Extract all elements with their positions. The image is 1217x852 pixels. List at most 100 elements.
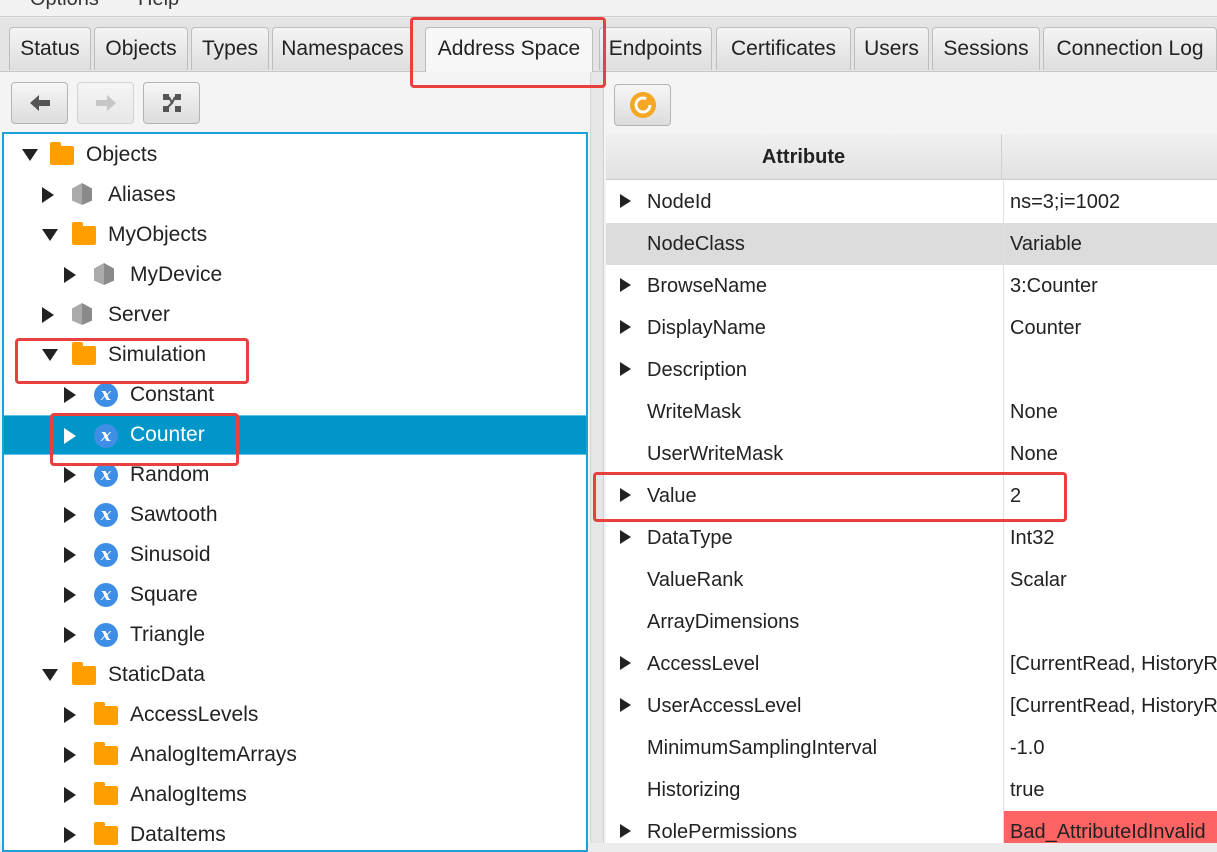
- tab-certificates[interactable]: Certificates: [716, 27, 851, 70]
- expand-arrow-icon[interactable]: [620, 530, 631, 544]
- tree-item-analogitemarrays[interactable]: AnalogItemArrays: [4, 735, 586, 775]
- tree-item-objects[interactable]: Objects: [4, 135, 586, 175]
- collapse-arrow-icon[interactable]: [42, 349, 58, 361]
- tree-item-simulation[interactable]: Simulation: [4, 335, 586, 375]
- tab-users[interactable]: Users: [854, 27, 929, 70]
- attribute-row-browsename[interactable]: BrowseName 3:Counter: [606, 265, 1217, 307]
- expand-arrow-icon[interactable]: [64, 428, 76, 444]
- tree-item-analogitems[interactable]: AnalogItems: [4, 775, 586, 815]
- tab-sessions[interactable]: Sessions: [932, 27, 1040, 70]
- hierarchy-button[interactable]: [143, 82, 200, 124]
- tree-item-aliases[interactable]: Aliases: [4, 175, 586, 215]
- tree-item-mydevice[interactable]: MyDevice: [4, 255, 586, 295]
- tree-item-sawtooth[interactable]: x Sawtooth: [4, 495, 586, 535]
- tree-item-random[interactable]: x Random: [4, 455, 586, 495]
- variable-icon: x: [94, 463, 118, 487]
- tree-item-staticdata[interactable]: StaticData: [4, 655, 586, 695]
- attribute-row-writemask[interactable]: WriteMask None: [606, 391, 1217, 433]
- expand-arrow-icon[interactable]: [42, 187, 54, 203]
- attribute-name: Historizing: [647, 779, 741, 801]
- attribute-value: Variable: [1003, 223, 1217, 265]
- folder-icon: [94, 822, 118, 845]
- attribute-name: MinimumSamplingInterval: [647, 737, 878, 759]
- tree-item-server[interactable]: Server: [4, 295, 586, 335]
- attribute-value: Scalar: [1003, 559, 1217, 601]
- split-pane-divider[interactable]: [590, 72, 603, 843]
- expand-arrow-icon[interactable]: [620, 320, 631, 334]
- expand-arrow-icon[interactable]: [620, 698, 631, 712]
- tree-item-label: DataItems: [130, 823, 226, 846]
- expand-arrow-icon[interactable]: [42, 307, 54, 323]
- attribute-row-nodeclass[interactable]: NodeClass Variable: [606, 223, 1217, 265]
- expand-arrow-icon[interactable]: [64, 707, 76, 723]
- collapse-arrow-icon[interactable]: [22, 149, 38, 161]
- expand-arrow-icon[interactable]: [64, 787, 76, 803]
- object-cube-icon: [94, 263, 114, 285]
- tree-item-label: AccessLevels: [130, 703, 259, 726]
- attribute-value: Counter: [1003, 307, 1217, 349]
- expand-arrow-icon[interactable]: [620, 656, 631, 670]
- expand-arrow-icon[interactable]: [64, 467, 76, 483]
- tree-item-square[interactable]: x Square: [4, 575, 586, 615]
- attribute-row-description[interactable]: Description: [606, 349, 1217, 391]
- expand-arrow-icon[interactable]: [64, 747, 76, 763]
- tree-item-accesslevels[interactable]: AccessLevels: [4, 695, 586, 735]
- back-button[interactable]: [11, 82, 68, 124]
- tree-item-myobjects[interactable]: MyObjects: [4, 215, 586, 255]
- expand-arrow-icon[interactable]: [620, 194, 631, 208]
- attribute-row-userwritemask[interactable]: UserWriteMask None: [606, 433, 1217, 475]
- folder-icon: [50, 142, 74, 165]
- refresh-icon: [629, 92, 656, 118]
- attribute-row-minimumsamplinginterval[interactable]: MinimumSamplingInterval -1.0: [606, 727, 1217, 769]
- attributes-table: Attribute NodeId ns=3;i=1002 NodeClass Vari…: [606, 134, 1217, 843]
- attribute-value: Int32: [1003, 517, 1217, 559]
- tree-item-label: Counter: [130, 423, 205, 446]
- tree-item-counter[interactable]: x Counter: [4, 415, 586, 455]
- collapse-arrow-icon[interactable]: [42, 229, 58, 241]
- column-header-attribute[interactable]: Attribute: [606, 134, 1002, 180]
- expand-arrow-icon[interactable]: [620, 488, 631, 502]
- tree-item-label: AnalogItemArrays: [130, 743, 297, 766]
- expand-arrow-icon[interactable]: [64, 267, 76, 283]
- expand-arrow-icon[interactable]: [64, 547, 76, 563]
- expand-arrow-icon[interactable]: [64, 827, 76, 843]
- attribute-row-useraccesslevel[interactable]: UserAccessLevel [CurrentRead, HistoryRead…: [606, 685, 1217, 727]
- expand-arrow-icon[interactable]: [64, 507, 76, 523]
- menu-help[interactable]: Help: [138, 0, 179, 11]
- expand-arrow-icon[interactable]: [620, 278, 631, 292]
- attribute-row-value[interactable]: Value 2: [606, 475, 1217, 517]
- tab-endpoints[interactable]: Endpoints: [599, 27, 712, 70]
- collapse-arrow-icon[interactable]: [42, 669, 58, 681]
- attribute-row-valuerank[interactable]: ValueRank Scalar: [606, 559, 1217, 601]
- tab-objects[interactable]: Objects: [94, 27, 188, 70]
- column-header-value[interactable]: [1002, 134, 1217, 180]
- expand-arrow-icon[interactable]: [64, 387, 76, 403]
- tab-namespaces[interactable]: Namespaces: [272, 27, 413, 70]
- attribute-row-rolepermissions[interactable]: RolePermissions Bad_AttributeIdInvalid: [606, 811, 1217, 843]
- menu-options[interactable]: Options: [30, 0, 99, 11]
- tree-item-sinusoid[interactable]: x Sinusoid: [4, 535, 586, 575]
- tab-status[interactable]: Status: [9, 27, 91, 70]
- attribute-row-nodeid[interactable]: NodeId ns=3;i=1002: [606, 181, 1217, 223]
- attribute-name: UserWriteMask: [647, 443, 784, 465]
- tab-connection-log[interactable]: Connection Log: [1043, 27, 1217, 70]
- tree-item-triangle[interactable]: x Triangle: [4, 615, 586, 655]
- expand-arrow-icon[interactable]: [620, 362, 631, 376]
- attribute-row-accesslevel[interactable]: AccessLevel [CurrentRead, HistoryRead]: [606, 643, 1217, 685]
- forward-button[interactable]: [77, 82, 134, 124]
- attribute-row-historizing[interactable]: Historizing true: [606, 769, 1217, 811]
- tree-item-constant[interactable]: x Constant: [4, 375, 586, 415]
- expand-arrow-icon[interactable]: [64, 587, 76, 603]
- attribute-name: ArrayDimensions: [647, 611, 800, 633]
- tab-address-space[interactable]: Address Space: [425, 27, 593, 73]
- attribute-row-arraydimensions[interactable]: ArrayDimensions: [606, 601, 1217, 643]
- expand-arrow-icon[interactable]: [64, 627, 76, 643]
- folder-icon: [94, 782, 118, 805]
- address-space-tree[interactable]: Objects Aliases MyObjects MyDevice Server Sim…: [2, 132, 588, 852]
- expand-arrow-icon[interactable]: [620, 824, 631, 838]
- attribute-row-datatype[interactable]: DataType Int32: [606, 517, 1217, 559]
- tab-types[interactable]: Types: [191, 27, 269, 70]
- attribute-row-displayname[interactable]: DisplayName Counter: [606, 307, 1217, 349]
- refresh-button[interactable]: [614, 84, 671, 126]
- tree-item-dataitems[interactable]: DataItems: [4, 815, 586, 850]
